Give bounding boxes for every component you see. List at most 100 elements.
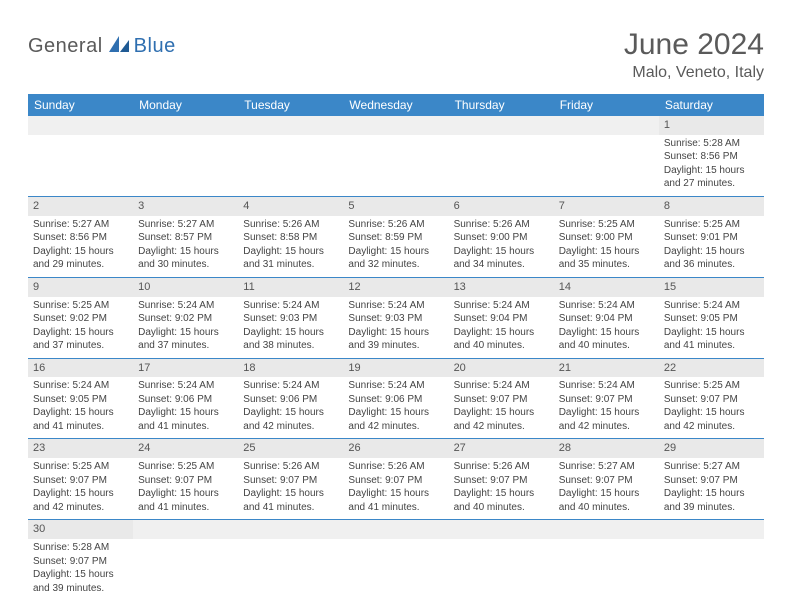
daylight-line: Daylight: 15 hours and 40 minutes. <box>454 487 549 514</box>
day-number-cell <box>343 520 448 539</box>
day-number-cell: 23 <box>28 439 133 458</box>
sunrise-line: Sunrise: 5:26 AM <box>243 218 338 232</box>
daynum-row: 30 <box>28 520 764 539</box>
daylight-line: Daylight: 15 hours and 42 minutes. <box>664 406 759 433</box>
content-row: Sunrise: 5:28 AMSunset: 9:07 PMDaylight:… <box>28 539 764 600</box>
day-number-cell: 13 <box>449 277 554 296</box>
day-number-cell: 3 <box>133 196 238 215</box>
daylight-line: Daylight: 15 hours and 37 minutes. <box>138 326 233 353</box>
sunset-line: Sunset: 9:06 PM <box>348 393 443 407</box>
day-content-cell: Sunrise: 5:26 AMSunset: 9:07 PMDaylight:… <box>238 458 343 520</box>
day-number-cell: 14 <box>554 277 659 296</box>
weekday-header: Thursday <box>449 94 554 116</box>
day-content-cell: Sunrise: 5:24 AMSunset: 9:06 PMDaylight:… <box>343 377 448 439</box>
daynum-row: 9101112131415 <box>28 277 764 296</box>
title-block: June 2024 Malo, Veneto, Italy <box>624 28 764 82</box>
day-number-cell: 12 <box>343 277 448 296</box>
logo-sail-icon <box>107 34 131 59</box>
daylight-line: Daylight: 15 hours and 34 minutes. <box>454 245 549 272</box>
day-number-cell: 11 <box>238 277 343 296</box>
day-number-cell: 4 <box>238 196 343 215</box>
day-content-cell: Sunrise: 5:28 AMSunset: 9:07 PMDaylight:… <box>28 539 133 600</box>
day-number-cell: 21 <box>554 358 659 377</box>
sunset-line: Sunset: 9:06 PM <box>243 393 338 407</box>
day-number-cell: 25 <box>238 439 343 458</box>
day-number-cell: 9 <box>28 277 133 296</box>
sunset-line: Sunset: 9:07 PM <box>454 393 549 407</box>
sunset-line: Sunset: 9:07 PM <box>559 474 654 488</box>
daylight-line: Daylight: 15 hours and 36 minutes. <box>664 245 759 272</box>
day-number-cell: 18 <box>238 358 343 377</box>
day-number-cell: 27 <box>449 439 554 458</box>
sunrise-line: Sunrise: 5:27 AM <box>33 218 128 232</box>
day-content-cell: Sunrise: 5:25 AMSunset: 9:07 PMDaylight:… <box>133 458 238 520</box>
day-number-cell: 15 <box>659 277 764 296</box>
sunrise-line: Sunrise: 5:28 AM <box>33 541 128 555</box>
sunrise-line: Sunrise: 5:24 AM <box>454 299 549 313</box>
weekday-header: Monday <box>133 94 238 116</box>
content-row: Sunrise: 5:24 AMSunset: 9:05 PMDaylight:… <box>28 377 764 439</box>
day-content-cell: Sunrise: 5:24 AMSunset: 9:03 PMDaylight:… <box>343 297 448 359</box>
day-number-cell: 28 <box>554 439 659 458</box>
daylight-line: Daylight: 15 hours and 41 minutes. <box>243 487 338 514</box>
sunrise-line: Sunrise: 5:25 AM <box>664 379 759 393</box>
day-content-cell <box>28 135 133 197</box>
day-number-cell: 19 <box>343 358 448 377</box>
day-content-cell <box>554 135 659 197</box>
sunset-line: Sunset: 9:01 PM <box>664 231 759 245</box>
day-number-cell <box>133 116 238 135</box>
day-number-cell: 16 <box>28 358 133 377</box>
daylight-line: Daylight: 15 hours and 29 minutes. <box>33 245 128 272</box>
day-number-cell: 5 <box>343 196 448 215</box>
daylight-line: Daylight: 15 hours and 30 minutes. <box>138 245 233 272</box>
day-content-cell: Sunrise: 5:24 AMSunset: 9:06 PMDaylight:… <box>238 377 343 439</box>
day-number-cell <box>449 520 554 539</box>
day-content-cell: Sunrise: 5:24 AMSunset: 9:04 PMDaylight:… <box>554 297 659 359</box>
day-content-cell: Sunrise: 5:24 AMSunset: 9:05 PMDaylight:… <box>28 377 133 439</box>
sunrise-line: Sunrise: 5:24 AM <box>559 299 654 313</box>
sunset-line: Sunset: 9:07 PM <box>664 474 759 488</box>
sunrise-line: Sunrise: 5:27 AM <box>559 460 654 474</box>
day-content-cell <box>133 135 238 197</box>
sunset-line: Sunset: 9:06 PM <box>138 393 233 407</box>
day-content-cell: Sunrise: 5:24 AMSunset: 9:02 PMDaylight:… <box>133 297 238 359</box>
day-number-cell: 22 <box>659 358 764 377</box>
sunset-line: Sunset: 9:04 PM <box>454 312 549 326</box>
sunset-line: Sunset: 9:07 PM <box>348 474 443 488</box>
day-number-cell: 8 <box>659 196 764 215</box>
daylight-line: Daylight: 15 hours and 41 minutes. <box>348 487 443 514</box>
day-number-cell <box>238 520 343 539</box>
sunrise-line: Sunrise: 5:26 AM <box>243 460 338 474</box>
day-number-cell: 1 <box>659 116 764 135</box>
daylight-line: Daylight: 15 hours and 40 minutes. <box>559 326 654 353</box>
day-content-cell: Sunrise: 5:26 AMSunset: 8:58 PMDaylight:… <box>238 216 343 278</box>
content-row: Sunrise: 5:27 AMSunset: 8:56 PMDaylight:… <box>28 216 764 278</box>
daylight-line: Daylight: 15 hours and 31 minutes. <box>243 245 338 272</box>
day-number-cell <box>554 520 659 539</box>
daylight-line: Daylight: 15 hours and 41 minutes. <box>664 326 759 353</box>
sunrise-line: Sunrise: 5:27 AM <box>664 460 759 474</box>
weekday-header: Tuesday <box>238 94 343 116</box>
sunrise-line: Sunrise: 5:26 AM <box>348 218 443 232</box>
sunrise-line: Sunrise: 5:24 AM <box>664 299 759 313</box>
daylight-line: Daylight: 15 hours and 42 minutes. <box>243 406 338 433</box>
sunset-line: Sunset: 9:00 PM <box>559 231 654 245</box>
sunrise-line: Sunrise: 5:25 AM <box>33 460 128 474</box>
day-content-cell: Sunrise: 5:24 AMSunset: 9:04 PMDaylight:… <box>449 297 554 359</box>
day-content-cell <box>659 539 764 600</box>
sunrise-line: Sunrise: 5:27 AM <box>138 218 233 232</box>
weekday-header: Sunday <box>28 94 133 116</box>
logo: General Blue <box>28 34 176 59</box>
day-content-cell: Sunrise: 5:27 AMSunset: 9:07 PMDaylight:… <box>554 458 659 520</box>
sunrise-line: Sunrise: 5:24 AM <box>559 379 654 393</box>
daylight-line: Daylight: 15 hours and 41 minutes. <box>138 487 233 514</box>
day-number-cell: 10 <box>133 277 238 296</box>
daylight-line: Daylight: 15 hours and 32 minutes. <box>348 245 443 272</box>
sunset-line: Sunset: 8:57 PM <box>138 231 233 245</box>
daylight-line: Daylight: 15 hours and 38 minutes. <box>243 326 338 353</box>
day-content-cell: Sunrise: 5:26 AMSunset: 8:59 PMDaylight:… <box>343 216 448 278</box>
day-content-cell: Sunrise: 5:25 AMSunset: 9:07 PMDaylight:… <box>28 458 133 520</box>
day-number-cell: 30 <box>28 520 133 539</box>
sunset-line: Sunset: 9:07 PM <box>138 474 233 488</box>
day-content-cell: Sunrise: 5:27 AMSunset: 9:07 PMDaylight:… <box>659 458 764 520</box>
